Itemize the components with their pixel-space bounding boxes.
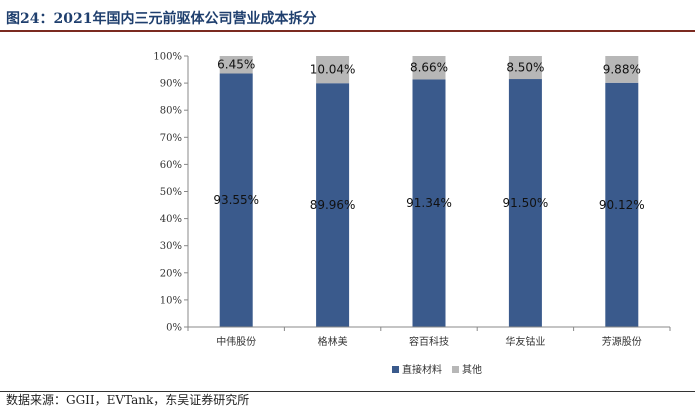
y-tick-label: 70% [160,133,182,144]
legend-label-other: 其他 [462,363,482,376]
y-tick-label: 40% [160,214,182,225]
y-tick-label: 80% [160,106,182,117]
y-tick-label: 30% [160,241,182,252]
legend-label-direct: 直接材料 [402,363,442,376]
bar-direct-3 [412,79,446,327]
bar-direct-5 [605,82,639,327]
bar-other-5 [605,56,639,83]
bar-direct-4 [508,79,542,327]
x-category-label: 格林美 [318,335,348,348]
y-tick-label: 50% [160,187,182,198]
y-tick-label: 90% [160,79,182,90]
y-tick-label: 0% [166,323,182,334]
y-tick-label: 100% [153,52,182,63]
x-category-label: 中伟股份 [216,335,256,348]
bar-other-4 [508,56,542,80]
y-tick-label: 20% [160,268,182,279]
legend-swatch-direct [392,366,399,373]
data-label-direct: 91.34% [406,196,452,210]
data-label-other: 10.04% [310,63,356,77]
bar-other-3 [412,56,446,80]
x-category-label: 芳源股份 [602,335,642,348]
y-tick-label: 10% [160,295,182,306]
bar-other-1 [219,56,253,74]
x-category-label: 华友钴业 [505,335,545,348]
data-label-direct: 91.50% [503,196,549,210]
legend-swatch-other [452,366,459,373]
source-rule [0,391,695,392]
bar-other-2 [316,56,350,84]
data-label-other: 6.45% [217,58,255,72]
data-label-direct: 93.55% [213,193,259,207]
bar-direct-1 [219,73,253,328]
data-label-other: 8.50% [506,61,544,75]
figure-title: 图24：2021年国内三元前驱体公司营业成本拆分 [6,11,317,27]
data-label-direct: 90.12% [599,198,645,212]
data-label-direct: 89.96% [310,198,356,212]
data-label-other: 8.66% [410,61,448,75]
title-rule [0,30,695,32]
bar-direct-2 [316,83,350,327]
y-tick-label: 60% [160,160,182,171]
source-note: 数据来源：GGII，EVTank，东吴证券研究所 [6,393,250,407]
data-label-other: 9.88% [603,62,641,76]
x-category-label: 容百科技 [409,335,449,348]
